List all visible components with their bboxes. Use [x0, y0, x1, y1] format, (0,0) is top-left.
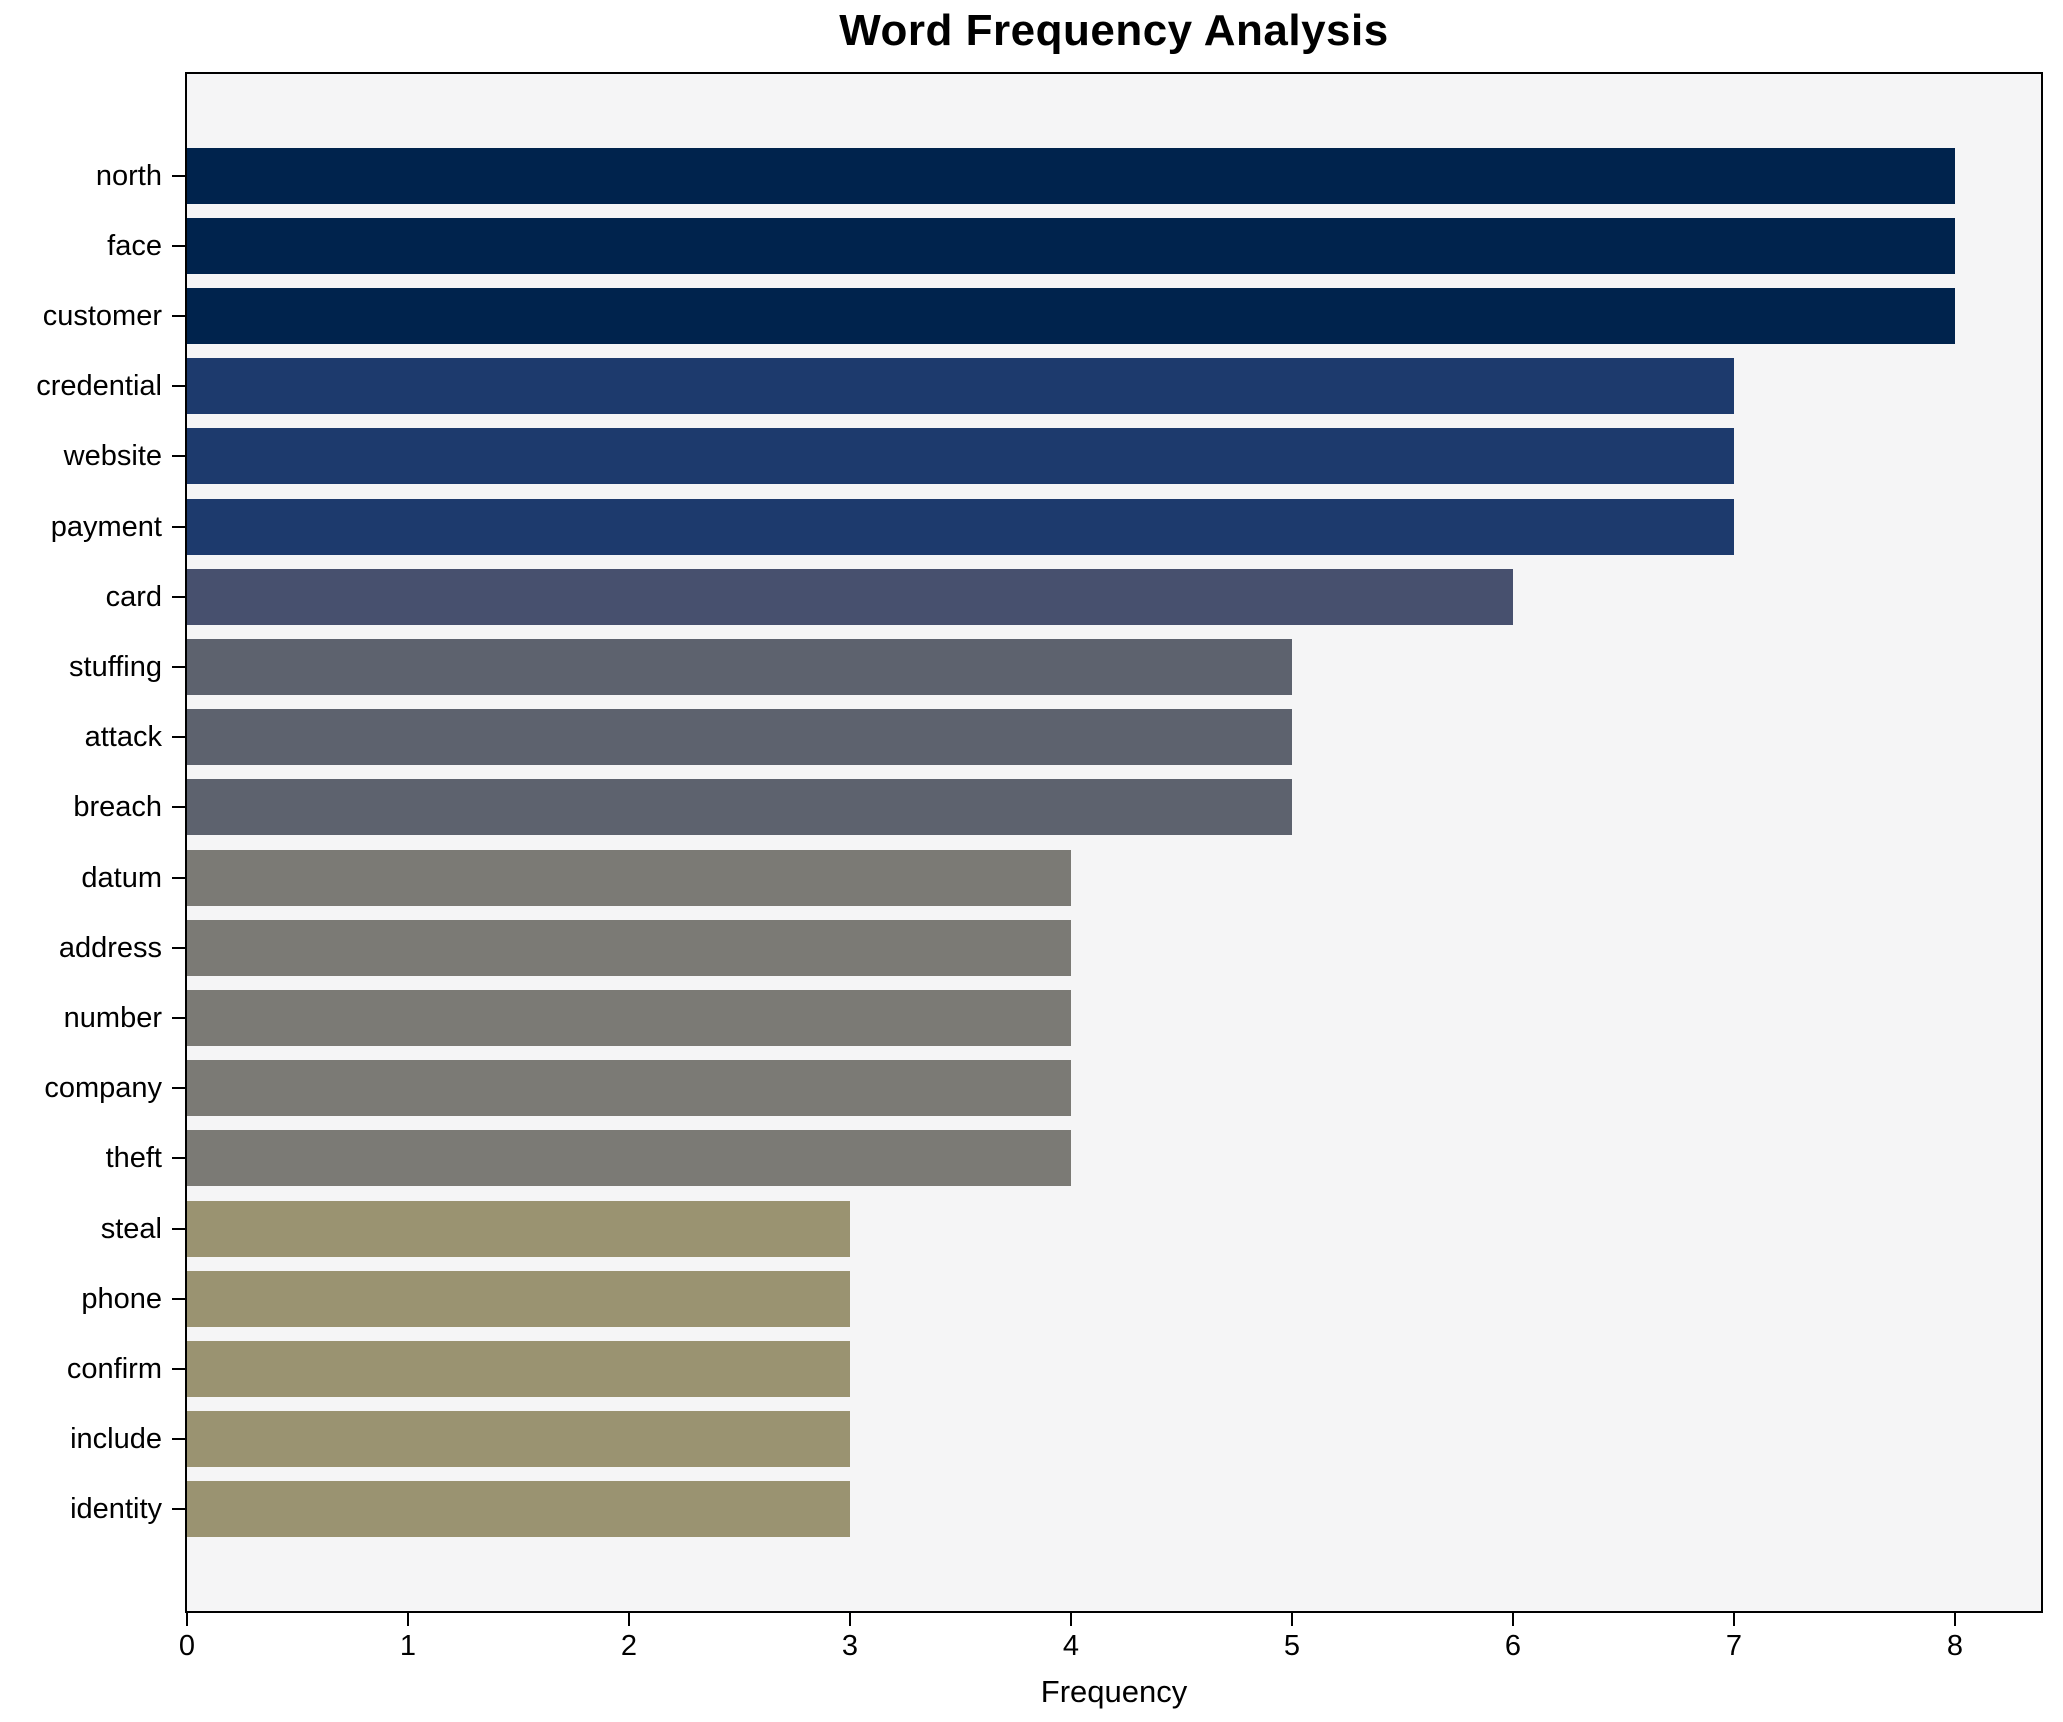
x-tick-mark [186, 1613, 188, 1626]
y-tick-label-phone: phone [81, 1283, 162, 1315]
y-tick-label-website: website [63, 440, 162, 472]
bar-breach [187, 779, 1292, 835]
bar-theft [187, 1130, 1071, 1186]
bar-steal [187, 1201, 850, 1257]
y-tick-mark [172, 666, 185, 668]
y-tick-label-steal: steal [100, 1213, 162, 1245]
y-tick-label-datum: datum [81, 862, 162, 894]
bar-customer [187, 288, 1955, 344]
y-tick-label-face: face [107, 230, 162, 262]
x-tick-label-1: 1 [399, 1630, 417, 1662]
y-tick-mark [172, 385, 185, 387]
y-tick-mark [172, 1298, 185, 1300]
x-tick-mark [628, 1613, 630, 1626]
y-tick-mark [172, 1017, 185, 1019]
bar-identity [187, 1481, 850, 1537]
y-tick-label-attack: attack [84, 721, 162, 753]
y-tick-label-include: include [70, 1423, 162, 1455]
y-tick-label-breach: breach [73, 791, 162, 823]
x-tick-label-4: 4 [1062, 1630, 1080, 1662]
y-tick-label-identity: identity [70, 1493, 162, 1525]
bar-attack [187, 709, 1292, 765]
chart-title: Word Frequency Analysis [839, 6, 1389, 55]
y-tick-mark [172, 1368, 185, 1370]
y-tick-mark [172, 1438, 185, 1440]
y-tick-mark [172, 736, 185, 738]
x-tick-label-7: 7 [1725, 1630, 1743, 1662]
bar-north [187, 148, 1955, 204]
y-tick-mark [172, 245, 185, 247]
y-tick-mark [172, 175, 185, 177]
x-tick-mark [1291, 1613, 1293, 1626]
x-tick-mark [849, 1613, 851, 1626]
y-tick-mark [172, 596, 185, 598]
bar-stuffing [187, 639, 1292, 695]
bar-number [187, 990, 1071, 1046]
y-tick-label-number: number [63, 1002, 162, 1034]
y-tick-label-north: north [95, 160, 162, 192]
y-tick-mark [172, 1508, 185, 1510]
y-tick-label-company: company [44, 1072, 162, 1104]
bar-company [187, 1060, 1071, 1116]
y-tick-mark [172, 1087, 185, 1089]
x-tick-mark [1733, 1613, 1735, 1626]
y-tick-mark [172, 1228, 185, 1230]
y-tick-mark [172, 877, 185, 879]
y-tick-label-credential: credential [36, 370, 162, 402]
x-tick-label-5: 5 [1283, 1630, 1301, 1662]
bar-datum [187, 850, 1071, 906]
y-tick-label-theft: theft [105, 1142, 162, 1174]
x-tick-label-2: 2 [620, 1630, 638, 1662]
bar-payment [187, 499, 1734, 555]
bar-include [187, 1411, 850, 1467]
y-tick-mark [172, 315, 185, 317]
y-tick-label-stuffing: stuffing [69, 651, 162, 683]
bar-website [187, 428, 1734, 484]
x-tick-label-8: 8 [1946, 1630, 1964, 1662]
x-tick-mark [407, 1613, 409, 1626]
y-tick-label-confirm: confirm [66, 1353, 162, 1385]
y-tick-mark [172, 1157, 185, 1159]
y-tick-mark [172, 947, 185, 949]
bar-address [187, 920, 1071, 976]
y-tick-label-card: card [105, 581, 162, 613]
y-tick-label-customer: customer [42, 300, 162, 332]
bar-confirm [187, 1341, 850, 1397]
x-tick-label-0: 0 [178, 1630, 196, 1662]
x-tick-mark [1512, 1613, 1514, 1626]
x-tick-mark [1070, 1613, 1072, 1626]
y-tick-mark [172, 526, 185, 528]
x-tick-mark [1954, 1613, 1956, 1626]
bar-credential [187, 358, 1734, 414]
y-tick-label-payment: payment [50, 511, 162, 543]
y-tick-mark [172, 455, 185, 457]
plot-area [185, 72, 2043, 1613]
bar-face [187, 218, 1955, 274]
x-tick-label-6: 6 [1504, 1630, 1522, 1662]
y-tick-mark [172, 806, 185, 808]
x-axis-label: Frequency [1040, 1674, 1188, 1709]
y-tick-label-address: address [58, 932, 162, 964]
bar-phone [187, 1271, 850, 1327]
x-tick-label-3: 3 [841, 1630, 859, 1662]
bar-card [187, 569, 1513, 625]
